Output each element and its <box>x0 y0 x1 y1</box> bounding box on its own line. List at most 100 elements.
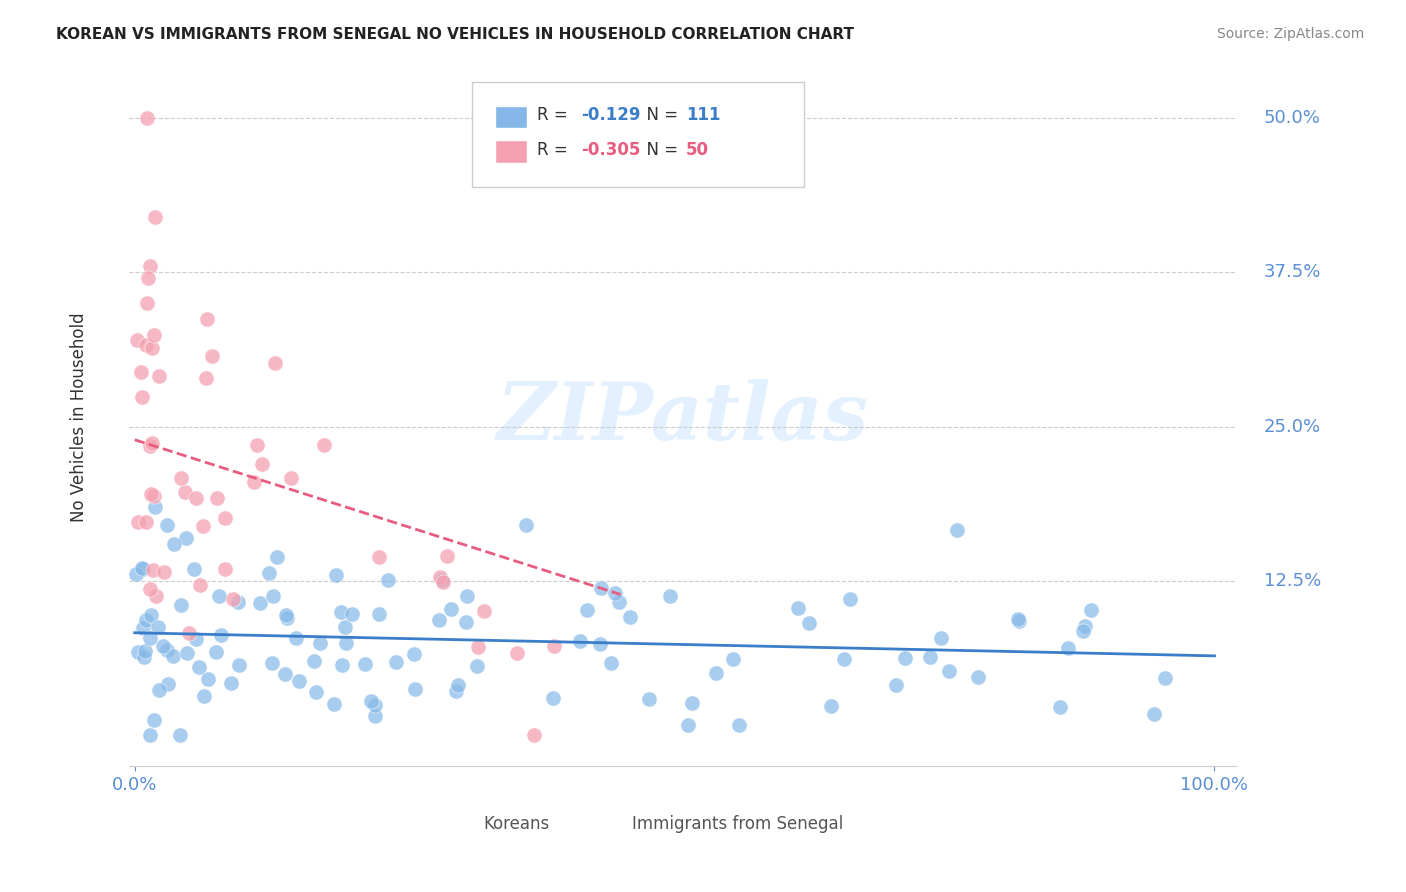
Koreans <box>1049 699 1071 714</box>
Koreans <box>183 562 205 576</box>
Koreans <box>966 670 988 684</box>
Koreans <box>894 651 917 665</box>
Koreans <box>385 655 408 669</box>
Koreans <box>456 615 478 629</box>
Koreans <box>456 589 478 603</box>
Immigrants from Senegal <box>543 640 565 654</box>
Text: 37.5%: 37.5% <box>1264 263 1322 281</box>
Koreans <box>799 616 821 631</box>
Koreans <box>465 659 488 673</box>
Koreans <box>1071 624 1094 638</box>
Koreans <box>363 698 385 712</box>
Koreans <box>603 586 626 600</box>
Koreans <box>834 652 856 666</box>
Immigrants from Senegal <box>143 328 166 343</box>
Immigrants from Senegal <box>250 457 273 471</box>
Koreans <box>704 666 727 681</box>
Immigrants from Senegal <box>135 516 157 530</box>
Koreans <box>607 595 630 609</box>
Koreans <box>143 500 166 514</box>
Text: ZIPatlas: ZIPatlas <box>496 379 869 456</box>
Immigrants from Senegal <box>243 475 266 489</box>
Koreans <box>678 718 700 732</box>
Koreans <box>335 636 357 650</box>
Koreans <box>228 657 250 672</box>
Koreans <box>721 652 744 666</box>
Text: 111: 111 <box>686 106 720 124</box>
Koreans <box>134 649 156 664</box>
Immigrants from Senegal <box>141 435 163 450</box>
Text: -0.305: -0.305 <box>581 141 640 159</box>
Koreans <box>207 590 229 604</box>
Koreans <box>156 643 179 657</box>
Text: Immigrants from Senegal: Immigrants from Senegal <box>633 815 844 833</box>
Immigrants from Senegal <box>472 604 495 618</box>
Immigrants from Senegal <box>214 562 236 576</box>
Immigrants from Senegal <box>127 515 149 529</box>
Koreans <box>444 684 467 698</box>
Koreans <box>305 685 328 699</box>
Koreans <box>322 697 344 711</box>
Immigrants from Senegal <box>143 210 166 224</box>
Koreans <box>288 673 311 688</box>
Koreans <box>249 596 271 610</box>
Immigrants from Senegal <box>191 518 214 533</box>
Text: Koreans: Koreans <box>484 815 550 833</box>
Koreans <box>131 560 153 574</box>
Koreans <box>170 598 193 612</box>
Koreans <box>638 692 661 706</box>
Immigrants from Senegal <box>201 349 224 363</box>
Koreans <box>787 600 810 615</box>
Koreans <box>427 613 450 627</box>
Koreans <box>188 660 211 674</box>
Immigrants from Senegal <box>195 311 218 326</box>
Koreans <box>447 678 470 692</box>
FancyBboxPatch shape <box>495 105 527 128</box>
Immigrants from Senegal <box>142 489 165 503</box>
Immigrants from Senegal <box>195 371 218 385</box>
Immigrants from Senegal <box>314 438 336 452</box>
Immigrants from Senegal <box>135 111 157 125</box>
Immigrants from Senegal <box>264 356 287 370</box>
Koreans <box>139 728 162 742</box>
Koreans <box>440 602 463 616</box>
Koreans <box>139 607 162 622</box>
Koreans <box>515 517 537 532</box>
Koreans <box>589 582 612 596</box>
Koreans <box>156 518 179 533</box>
Koreans <box>728 718 751 732</box>
Immigrants from Senegal <box>139 582 162 597</box>
Immigrants from Senegal <box>145 589 167 603</box>
Koreans <box>333 620 356 634</box>
Koreans <box>132 621 155 635</box>
Koreans <box>619 610 641 624</box>
Immigrants from Senegal <box>135 338 157 352</box>
Immigrants from Senegal <box>129 366 152 380</box>
Immigrants from Senegal <box>214 510 236 524</box>
Koreans <box>169 728 191 742</box>
Koreans <box>342 607 364 621</box>
Koreans <box>146 620 169 634</box>
Koreans <box>330 657 353 672</box>
Koreans <box>325 567 347 582</box>
Koreans <box>599 656 621 670</box>
Text: KOREAN VS IMMIGRANTS FROM SENEGAL NO VEHICLES IN HOUSEHOLD CORRELATION CHART: KOREAN VS IMMIGRANTS FROM SENEGAL NO VEH… <box>56 27 855 42</box>
Koreans <box>938 665 960 679</box>
Immigrants from Senegal <box>174 484 197 499</box>
Koreans <box>176 646 198 660</box>
Immigrants from Senegal <box>136 271 159 285</box>
Koreans <box>134 644 156 658</box>
Koreans <box>329 605 352 619</box>
Koreans <box>568 633 591 648</box>
Koreans <box>132 562 155 576</box>
Koreans <box>1008 614 1031 628</box>
Immigrants from Senegal <box>125 333 148 347</box>
Immigrants from Senegal <box>138 259 160 273</box>
Text: 12.5%: 12.5% <box>1264 572 1322 591</box>
Koreans <box>273 667 295 681</box>
Text: 25.0%: 25.0% <box>1264 417 1320 435</box>
Immigrants from Senegal <box>153 565 176 579</box>
Koreans <box>260 656 283 670</box>
Koreans <box>262 589 284 603</box>
Koreans <box>174 531 197 545</box>
